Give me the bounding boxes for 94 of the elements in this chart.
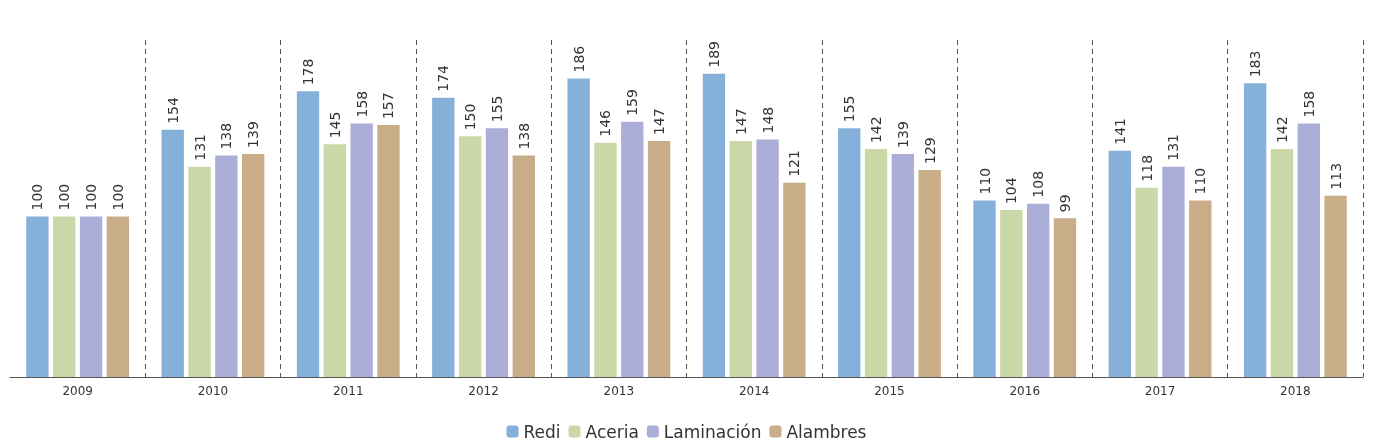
x-tick-label: 2018 (1280, 384, 1311, 398)
bar (756, 139, 779, 377)
data-label: 139 (245, 121, 262, 148)
data-label: 138 (218, 122, 235, 150)
data-label: 118 (1138, 154, 1155, 182)
legend-label: Redi (523, 421, 561, 442)
data-label: 100 (56, 183, 73, 211)
bar (106, 216, 130, 377)
data-label: 100 (29, 183, 46, 211)
bar (1026, 203, 1050, 377)
data-label: 189 (705, 40, 722, 68)
bar (458, 136, 482, 377)
data-label: 142 (1273, 116, 1290, 144)
x-tick-label: 2013 (603, 384, 635, 398)
bar (26, 216, 49, 377)
data-label: 157 (380, 92, 397, 120)
bar (891, 153, 915, 377)
bar (485, 128, 509, 377)
x-tick-label: 2012 (468, 384, 499, 398)
bar (647, 141, 671, 377)
bar (1135, 187, 1158, 377)
data-label: 150 (462, 103, 479, 131)
data-label: 131 (191, 134, 208, 161)
legend-label: Laminación (663, 421, 762, 442)
bar (838, 128, 861, 377)
x-tick-label: 2017 (1144, 384, 1176, 398)
data-label: 159 (624, 89, 641, 116)
data-label: 145 (326, 111, 343, 139)
data-label: 129 (921, 137, 938, 164)
data-label: 155 (488, 95, 505, 123)
bar (296, 91, 320, 377)
bar (79, 216, 103, 377)
bar (188, 166, 211, 377)
bar (729, 141, 752, 377)
bar (323, 144, 347, 377)
bar (242, 153, 265, 377)
data-label: 154 (164, 97, 181, 124)
data-label: 141 (1111, 117, 1128, 145)
data-label: 158 (353, 90, 370, 118)
x-tick-label: 2015 (874, 384, 905, 398)
bar (53, 216, 76, 377)
data-label: 100 (109, 183, 126, 211)
bar (1270, 149, 1294, 377)
x-tick-label: 2011 (332, 384, 364, 398)
x-tick-label: 2014 (738, 384, 770, 398)
bar (1189, 200, 1212, 377)
data-label: 183 (1247, 50, 1264, 78)
data-label: 146 (597, 109, 614, 137)
data-label: 121 (786, 150, 803, 177)
bar (1297, 123, 1320, 377)
x-tick-label: 2009 (62, 384, 93, 398)
bar (621, 121, 644, 377)
bar (783, 182, 806, 377)
bar (161, 129, 184, 377)
data-label: 155 (841, 95, 858, 123)
data-label: 147 (732, 108, 749, 136)
data-label: 110 (1192, 167, 1209, 195)
bar (864, 149, 888, 377)
data-label: 158 (1300, 90, 1317, 118)
bar (1108, 150, 1131, 377)
bar (350, 123, 373, 377)
legend-label: Alambres (786, 421, 867, 442)
data-label: 139 (894, 121, 911, 148)
bar (1324, 195, 1347, 377)
data-label: 131 (1165, 134, 1182, 161)
data-label: 99 (1056, 194, 1073, 213)
bar (567, 78, 590, 377)
data-label: 104 (1003, 177, 1020, 205)
bar (1000, 210, 1023, 377)
bar (215, 155, 238, 377)
bar (377, 125, 400, 377)
data-label: 142 (868, 116, 885, 144)
data-label: 186 (570, 45, 587, 73)
bar (1243, 83, 1267, 377)
bar (1162, 166, 1185, 377)
data-label: 100 (83, 183, 100, 211)
data-label: 174 (435, 64, 452, 92)
data-label: 110 (976, 167, 993, 195)
legend-label: Aceria (585, 421, 639, 442)
data-label: 108 (1030, 170, 1047, 198)
bar (702, 73, 726, 377)
bar (512, 155, 535, 377)
data-label: 147 (651, 108, 668, 136)
data-label: 113 (1327, 162, 1344, 190)
x-tick-label: 2010 (197, 384, 229, 398)
bar (1053, 218, 1077, 377)
data-label: 148 (759, 106, 776, 134)
data-label: 138 (515, 122, 532, 150)
data-label: 178 (300, 58, 317, 86)
bar (432, 97, 455, 377)
x-tick-label: 2016 (1009, 384, 1041, 398)
bar (973, 200, 996, 377)
bar (918, 169, 941, 377)
bar (594, 142, 617, 377)
